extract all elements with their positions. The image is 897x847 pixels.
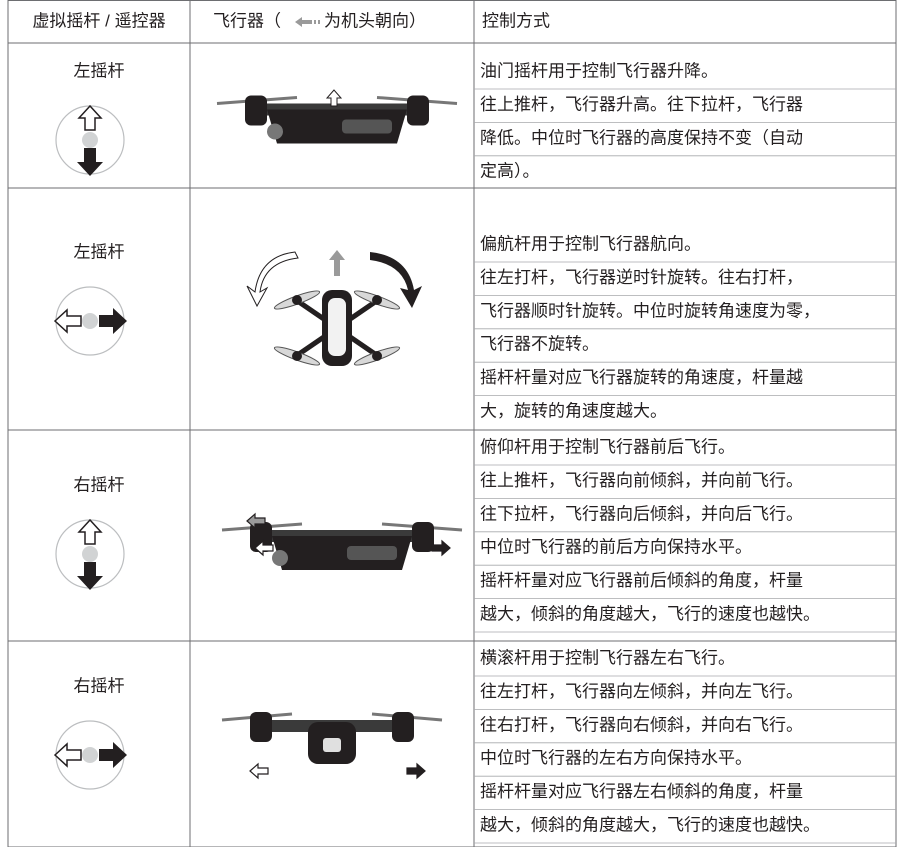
stick-label: 右摇杆 (74, 676, 125, 695)
motor (292, 295, 302, 305)
joystick-icon (55, 104, 125, 176)
drone-illustration (216, 95, 458, 144)
description-line: 往上推杆，飞行器升高。往下拉杆，飞行器 (480, 95, 803, 114)
description-line: 往下拉杆，飞行器向后倾斜，并向后飞行。 (480, 504, 803, 523)
motor (292, 351, 302, 361)
description-line: 摇杆杆量对应飞行器前后倾斜的角度，杆量 (480, 571, 803, 590)
joystick-knob (82, 747, 98, 763)
arrow-down (77, 148, 103, 176)
description-line: 中位时飞行器的左右方向保持水平。 (480, 749, 752, 768)
description-line: 偏航杆用于控制飞行器航向。 (480, 234, 701, 253)
motor (372, 295, 382, 305)
drone-illustration (221, 522, 463, 570)
drone-body (272, 536, 412, 570)
description-line: 降低。中位时飞行器的高度保持不变（自动 (480, 128, 803, 147)
rotate-cw (370, 252, 422, 308)
arrow-right (431, 539, 451, 557)
header-cell: 控制方式 (482, 11, 550, 30)
description-line: 横滚杆用于控制飞行器左右飞行。 (480, 648, 735, 667)
motor (407, 95, 429, 126)
motor (245, 95, 267, 126)
description-line: 摇杆杆量对应飞行器旋转的角速度，杆量越 (480, 368, 803, 387)
joystick-knob (82, 313, 98, 329)
description-line: 俯仰杆用于控制飞行器前后飞行。 (480, 437, 735, 456)
motor (250, 712, 272, 742)
description-line: 飞行器不旋转。 (480, 335, 599, 354)
joystick-knob (82, 132, 98, 148)
description-line: 中位时飞行器的前后方向保持水平。 (480, 538, 752, 557)
header-cell: 为机头朝向） (324, 11, 426, 30)
stick-label: 左摇杆 (74, 242, 125, 261)
joystick-knob (82, 546, 98, 562)
arrow-up (325, 89, 343, 107)
description-line: 越大，倾斜的角度越大，飞行的速度也越快。 (480, 604, 820, 623)
arrow-left (53, 308, 82, 334)
motor (392, 712, 414, 742)
arrow-left (53, 742, 82, 768)
battery (347, 546, 397, 560)
description-line: 大，旋转的角速度越大。 (480, 401, 667, 420)
description-line: 摇杆杆量对应飞行器左右倾斜的角度，杆量 (480, 782, 803, 801)
camera (267, 123, 283, 140)
arrow-up (77, 518, 103, 545)
motor (372, 351, 382, 361)
motor (412, 522, 434, 552)
nose-direction-icon (295, 17, 320, 27)
description-line: 往右打杆，飞行器向右倾斜，并向右飞行。 (480, 715, 803, 734)
description-line: 油门摇杆用于控制飞行器升降。 (480, 61, 718, 80)
rotate-ccw (246, 251, 299, 308)
description-line: 往左打杆，飞行器向左倾斜，并向左飞行。 (480, 682, 803, 701)
joystick-icon (55, 518, 125, 590)
stick-label: 右摇杆 (74, 475, 125, 494)
joystick-icon (53, 286, 127, 356)
arrow-right (99, 308, 127, 334)
description-line: 飞行器顺时针旋转。中位时旋转角速度为零， (480, 301, 820, 320)
battery (342, 119, 392, 134)
description-line: 越大，倾斜的角度越大，飞行的速度也越快。 (480, 815, 820, 834)
nose-arrow (329, 250, 345, 276)
arrow-left (254, 539, 274, 557)
header-cell: 虚拟摇杆 / 遥控器 (32, 11, 165, 30)
description-line: 往左打杆，飞行器逆时针旋转。往右打杆， (480, 268, 803, 287)
arrow-right (99, 742, 127, 768)
arrow-right (406, 762, 426, 780)
description-line: 定高）。 (480, 162, 540, 181)
camera (323, 738, 341, 752)
arrow-left (246, 512, 266, 530)
drone-illustration (221, 712, 443, 764)
joystick-icon (53, 720, 127, 790)
arrow-left (249, 762, 269, 780)
drone-body-top (328, 298, 346, 356)
drone-body (267, 109, 407, 144)
stick-label: 左摇杆 (74, 61, 125, 80)
header-cell: 飞行器（ (213, 11, 281, 30)
description-line: 往上推杆，飞行器向前倾斜，并向前飞行。 (480, 471, 803, 490)
arrow-up (77, 104, 103, 131)
camera (272, 550, 288, 566)
arrow-down (77, 562, 103, 590)
drone-illustration (273, 290, 401, 366)
